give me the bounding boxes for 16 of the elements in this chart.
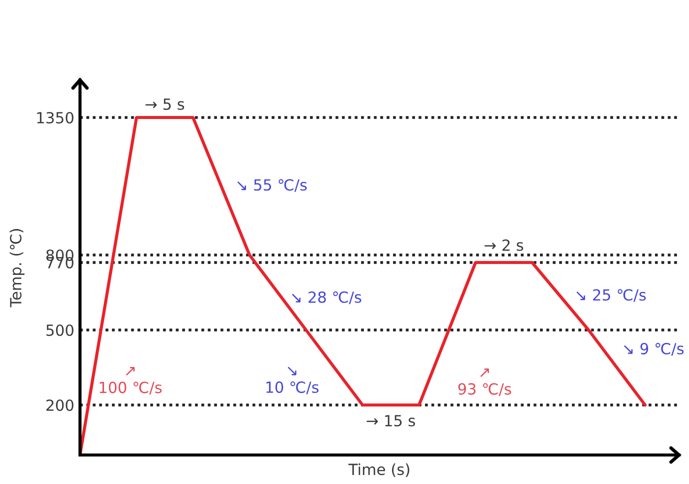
annotation: → 2 s (484, 239, 524, 251)
annotation: ↗ 100 ℃/s (100, 366, 162, 394)
y-axis-title: Temp. (℃) (10, 229, 24, 308)
annotation: ↘ 55 ℃/s (237, 179, 307, 192)
annotation: ↗ 93 ℃/s (458, 368, 512, 396)
annotation: ↘ 25 ℃/s (576, 289, 646, 302)
annotation: ↘ 28 ℃/s (292, 291, 362, 304)
annotation: ↘ 10 ℃/s (266, 366, 319, 394)
y-tick-label: 200 (46, 399, 74, 412)
annotation: → 5 s (146, 98, 184, 110)
y-tick-label: 500 (46, 324, 74, 336)
x-axis-title: Time (s) (348, 463, 410, 477)
y-tick-label: 1350 (37, 112, 74, 124)
annotation: → 15 s (366, 415, 416, 426)
line-series (80, 116, 647, 455)
annotation: ↘ 9 ℃/s (624, 342, 684, 356)
